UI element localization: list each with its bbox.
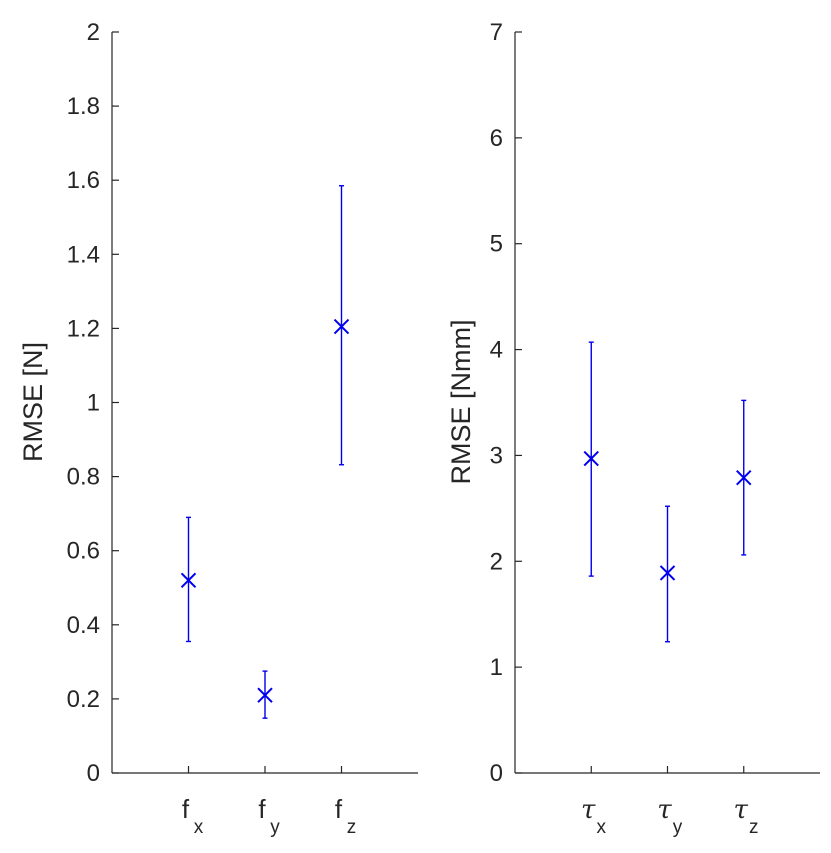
- y-axis-label: RMSE [N]: [18, 342, 48, 462]
- y-tick-label: 6: [490, 125, 503, 152]
- y-tick-label: 5: [490, 231, 503, 258]
- y-tick-label: 3: [490, 442, 503, 469]
- x-tick-label: τ: [581, 795, 596, 825]
- y-tick-label: 1: [490, 654, 503, 681]
- x-marker-stroke: [333, 318, 350, 335]
- y-tick-label: 7: [490, 19, 503, 46]
- y-tick-label: 0: [490, 760, 503, 787]
- x-tick-label: f: [258, 794, 266, 824]
- error-bar-point: [583, 341, 599, 577]
- y-axis-label: RMSE [Nmm]: [446, 320, 476, 485]
- error-bar-point: [333, 185, 350, 466]
- x-marker-stroke: [736, 469, 752, 486]
- y-tick-label: 4: [490, 337, 503, 364]
- x-tick-label: f: [335, 794, 343, 824]
- x-tick-label-subscript: x: [194, 817, 204, 838]
- error-bar-point: [180, 516, 197, 643]
- y-tick-label: 1.4: [67, 241, 100, 268]
- x-tick-label-subscript: y: [270, 817, 280, 838]
- x-marker-stroke: [583, 450, 599, 467]
- y-tick-label: 2: [87, 19, 100, 46]
- x-tick-label-subscript: z: [749, 817, 759, 838]
- x-marker-stroke: [659, 565, 676, 581]
- y-tick-label: 1.2: [67, 315, 100, 342]
- error-bar-point: [257, 670, 273, 719]
- y-tick-label: 0.4: [67, 612, 100, 639]
- error-bar-point: [659, 505, 676, 643]
- x-tick-label-subscript: y: [673, 817, 683, 838]
- y-tick-label: 0: [87, 760, 100, 787]
- y-tick-label: 1.6: [67, 167, 100, 194]
- x-tick-label: f: [182, 794, 190, 824]
- y-tick-label: 0.6: [67, 538, 100, 565]
- x-tick-label: τ: [734, 795, 749, 825]
- x-tick-label: τ: [657, 795, 672, 825]
- y-tick-label: 1: [87, 390, 100, 417]
- x-marker-stroke: [257, 687, 273, 703]
- x-tick-label-subscript: z: [347, 817, 357, 838]
- x-tick-label-subscript: x: [597, 817, 607, 838]
- x-marker-stroke: [180, 572, 197, 589]
- y-tick-label: 0.2: [67, 686, 100, 713]
- y-tick-label: 0.8: [67, 464, 100, 491]
- y-tick-label: 1.8: [67, 93, 100, 120]
- error-bar-point: [736, 399, 752, 556]
- y-tick-label: 2: [490, 548, 503, 575]
